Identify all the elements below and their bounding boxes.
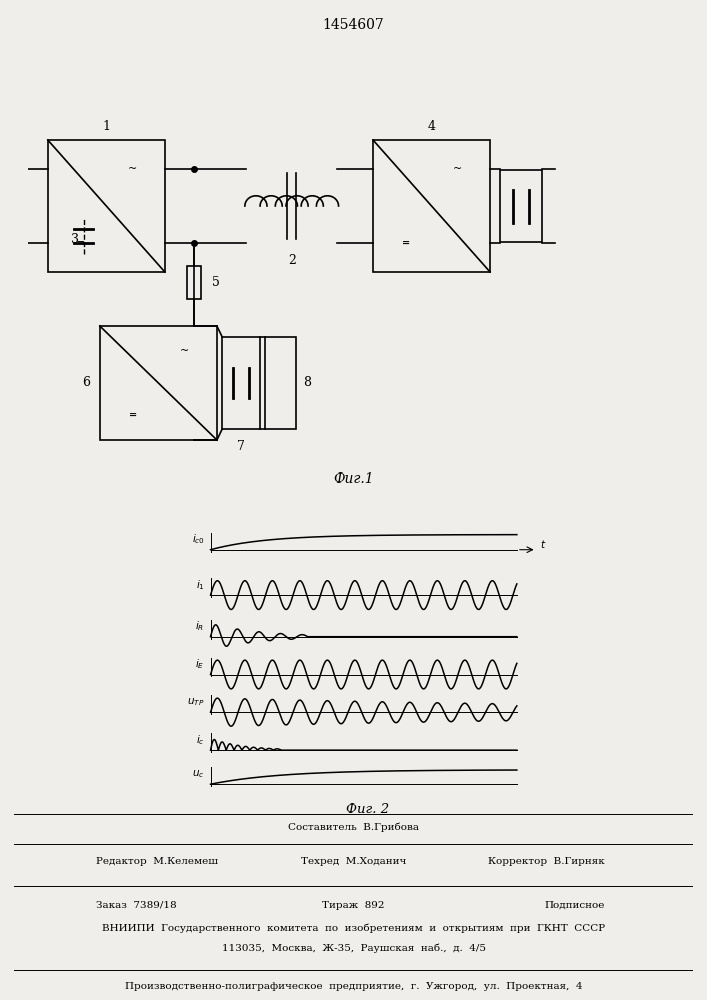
Text: 5: 5 [212, 276, 220, 289]
Bar [187, 266, 201, 299]
Bar [100, 326, 217, 440]
Bar [373, 140, 490, 272]
Text: ВНИИПИ  Государственного  комитета  по  изобретениям  и  открытиям  при  ГКНТ  С: ВНИИПИ Государственного комитета по изоб… [102, 923, 605, 933]
Text: Составитель  В.Грибова: Составитель В.Грибова [288, 822, 419, 832]
Text: =: = [402, 238, 410, 247]
Text: 6: 6 [82, 376, 90, 389]
Text: $i_E$: $i_E$ [195, 657, 204, 671]
Text: Производственно-полиграфическое  предприятие,  г.  Ужгород,  ул.  Проектная,  4: Производственно-полиграфическое предприя… [124, 982, 583, 991]
Bar [265, 337, 296, 429]
Text: Подписное: Подписное [544, 900, 604, 910]
Text: $i_R$: $i_R$ [195, 620, 204, 633]
Text: 1454607: 1454607 [322, 18, 385, 32]
Text: Фиг. 2: Фиг. 2 [346, 803, 389, 816]
Text: $i_1$: $i_1$ [196, 578, 204, 592]
Text: ~: ~ [127, 164, 136, 174]
Text: $t$: $t$ [540, 538, 547, 550]
Text: 3: 3 [71, 233, 78, 246]
Text: Тираж  892: Тираж 892 [322, 900, 385, 910]
Bar [500, 170, 542, 242]
Text: =: = [129, 410, 136, 419]
Text: $i_c$: $i_c$ [196, 733, 204, 747]
Text: 7: 7 [237, 440, 245, 453]
Text: =: = [76, 238, 85, 247]
Text: Корректор  В.Гирняк: Корректор В.Гирняк [488, 857, 604, 866]
Text: Фиг.1: Фиг.1 [333, 472, 374, 486]
Text: ~: ~ [452, 164, 462, 174]
Text: $u_c$: $u_c$ [192, 768, 204, 780]
Bar [222, 337, 260, 429]
Text: Техред  М.Ходанич: Техред М.Ходанич [300, 857, 407, 866]
Text: 4: 4 [428, 120, 436, 133]
Text: 8: 8 [303, 376, 311, 389]
Text: $i_{c0}$: $i_{c0}$ [192, 533, 204, 546]
Text: $u_{TP}$: $u_{TP}$ [187, 696, 204, 708]
Text: 113035,  Москва,  Ж-35,  Раушская  наб.,  д.  4/5: 113035, Москва, Ж-35, Раушская наб., д. … [221, 944, 486, 953]
Text: 1: 1 [103, 120, 110, 133]
Bar [48, 140, 165, 272]
Text: Редактор  М.Келемеш: Редактор М.Келемеш [95, 857, 218, 866]
Text: ~: ~ [180, 346, 189, 356]
Text: Заказ  7389/18: Заказ 7389/18 [95, 900, 176, 910]
Text: 2: 2 [288, 254, 296, 267]
